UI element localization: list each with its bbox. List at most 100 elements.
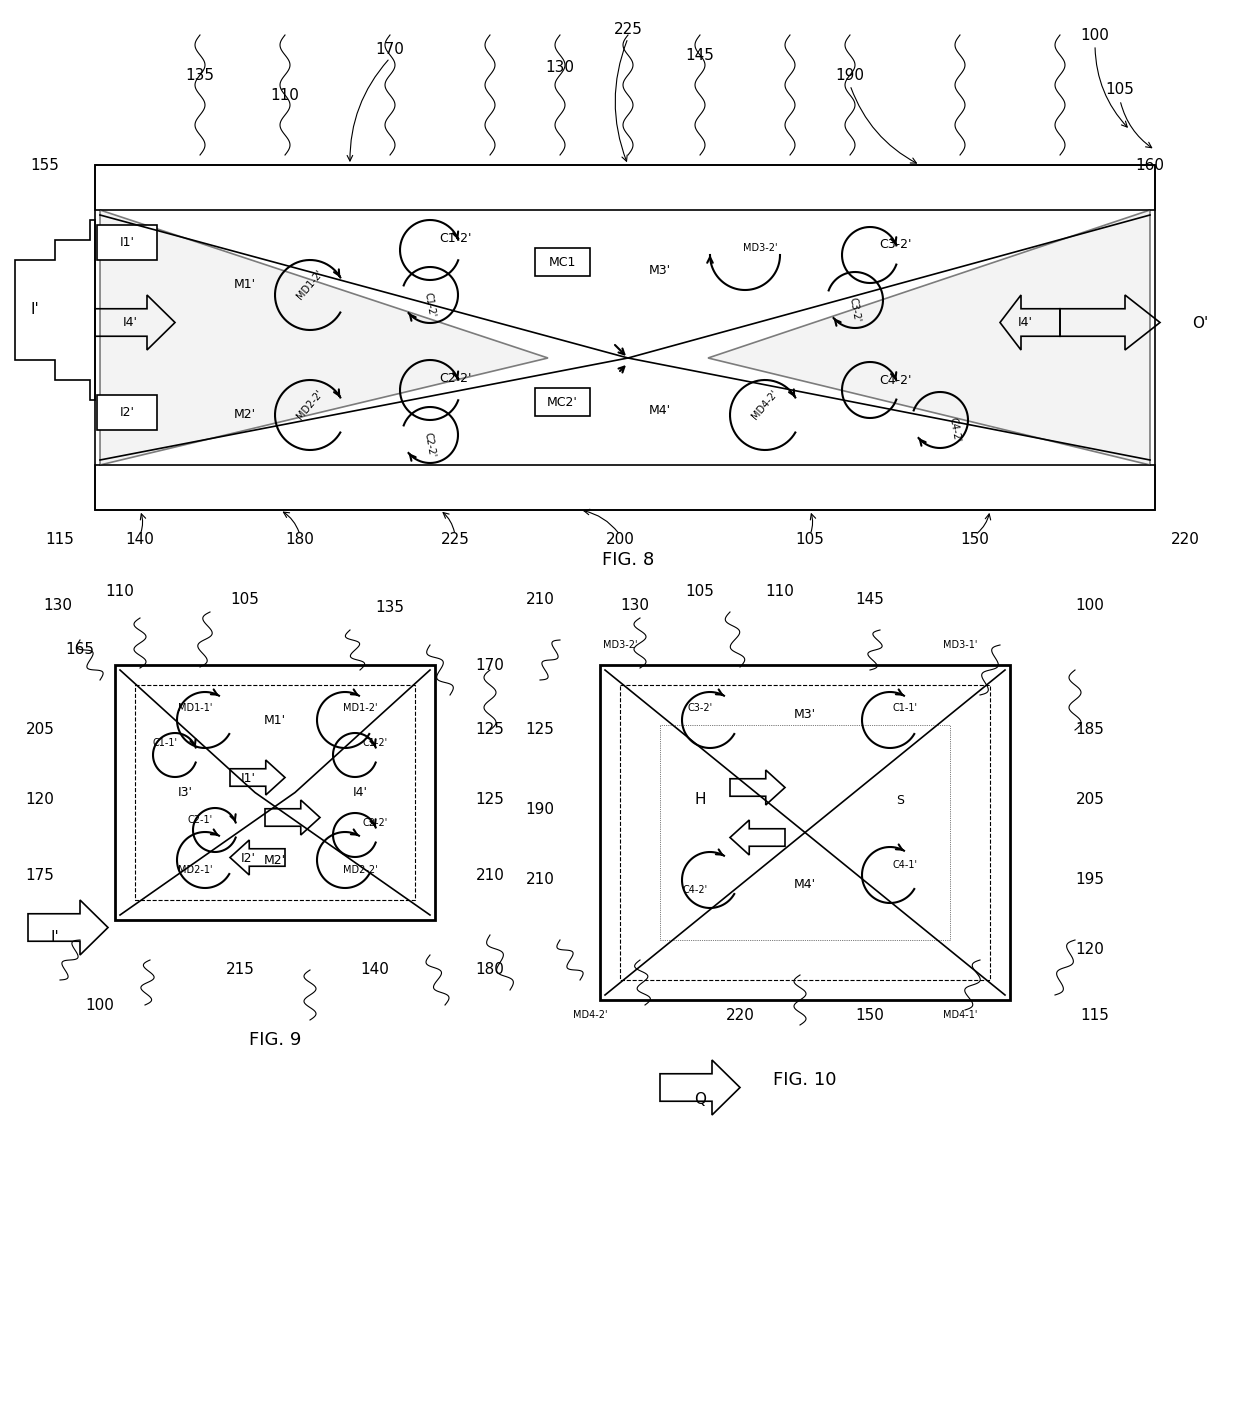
Text: 205: 205 [26,722,55,737]
Text: C3-2': C3-2' [848,297,862,323]
Text: FIG. 9: FIG. 9 [249,1032,301,1049]
Text: 190: 190 [836,68,864,82]
Text: MD1-2': MD1-2' [342,703,377,713]
Text: 125: 125 [476,722,505,737]
Text: 210: 210 [526,593,554,608]
Text: C2-2': C2-2' [362,818,388,828]
Text: 180: 180 [285,533,315,547]
Bar [534,249,590,276]
Text: 105: 105 [796,533,825,547]
Text: 105: 105 [1106,82,1135,98]
Text: 110: 110 [105,584,134,600]
Text: M1': M1' [264,713,286,726]
Text: 100: 100 [1075,597,1105,612]
Text: I2': I2' [241,851,255,864]
Polygon shape [100,210,548,465]
Text: 185: 185 [1075,722,1105,737]
Text: MD3-2': MD3-2' [603,639,637,649]
Text: 100: 100 [1080,27,1110,43]
Text: MD3-1': MD3-1' [942,639,977,649]
Text: I3': I3' [177,786,192,799]
Text: M1': M1' [234,279,257,291]
Text: C3-2': C3-2' [687,703,713,713]
Text: FIG. 10: FIG. 10 [774,1071,837,1088]
Text: 105: 105 [231,593,259,608]
Text: C2-2': C2-2' [423,432,438,459]
Text: C1-2': C1-2' [362,737,388,747]
Polygon shape [708,210,1149,465]
Text: H: H [694,793,706,807]
Text: C1-2': C1-2' [423,291,438,318]
Bar [600,665,1011,1000]
Text: M2': M2' [234,408,257,422]
Text: O': O' [1192,315,1208,331]
Text: 125: 125 [476,793,505,807]
Text: 120: 120 [26,793,55,807]
Bar [660,725,950,941]
Text: C3-2': C3-2' [879,239,911,252]
Text: 210: 210 [476,867,505,882]
Text: C4-2': C4-2' [879,374,911,387]
Text: C1-2': C1-2' [439,232,471,244]
Text: C1-1': C1-1' [153,737,177,747]
Text: MD1-1': MD1-1' [177,703,212,713]
Text: 140: 140 [125,533,155,547]
Text: I2': I2' [119,405,134,419]
Text: MD2-2': MD2-2' [342,865,377,875]
Text: C4-2': C4-2' [682,885,708,895]
Text: I1': I1' [241,772,255,784]
Text: 115: 115 [46,533,74,547]
Text: Q: Q [694,1093,706,1107]
Text: C2-2': C2-2' [439,371,471,385]
Text: 130: 130 [43,597,72,612]
Text: 205: 205 [1075,793,1105,807]
Text: MC1: MC1 [548,256,575,269]
Bar [97,395,157,431]
Text: 225: 225 [440,533,470,547]
Text: M3': M3' [794,709,816,722]
Bar [135,685,415,899]
Bar [620,685,990,980]
Text: MD4-2': MD4-2' [573,1010,608,1020]
Text: C4-2': C4-2' [947,416,962,443]
Text: MD4-2': MD4-2' [750,388,780,422]
Text: 145: 145 [856,593,884,608]
Text: FIG. 8: FIG. 8 [601,551,655,568]
Text: C1-1': C1-1' [893,703,918,713]
Text: 115: 115 [1080,1007,1110,1023]
Text: M4': M4' [794,878,816,891]
Text: 135: 135 [186,68,215,82]
Text: 120: 120 [1075,942,1105,958]
Text: 190: 190 [526,803,554,817]
Text: I1': I1' [119,236,134,250]
Text: 160: 160 [1136,158,1164,172]
Text: 195: 195 [1075,872,1105,888]
Text: M4': M4' [649,404,671,416]
Text: 150: 150 [856,1007,884,1023]
Text: 150: 150 [961,533,990,547]
Text: 170: 170 [376,43,404,57]
Text: M3': M3' [649,263,671,277]
Bar [95,165,1154,510]
Text: 135: 135 [376,601,404,615]
Text: 215: 215 [226,962,254,978]
Text: 100: 100 [86,998,114,1013]
Text: 155: 155 [31,158,60,172]
Bar [95,465,1154,510]
Text: I4': I4' [1018,317,1033,330]
Text: 210: 210 [526,872,554,888]
Text: I4': I4' [123,317,138,330]
Text: 140: 140 [361,962,389,978]
Text: 130: 130 [620,597,650,612]
Text: I': I' [51,931,60,945]
Text: 165: 165 [66,642,94,658]
Bar [95,165,1154,210]
Text: 225: 225 [614,23,642,37]
Text: 125: 125 [526,722,554,737]
Text: 105: 105 [686,584,714,600]
Text: 180: 180 [476,962,505,978]
Text: I4': I4' [352,786,367,799]
Text: 200: 200 [605,533,635,547]
Text: 175: 175 [26,867,55,882]
Text: 220: 220 [725,1007,754,1023]
